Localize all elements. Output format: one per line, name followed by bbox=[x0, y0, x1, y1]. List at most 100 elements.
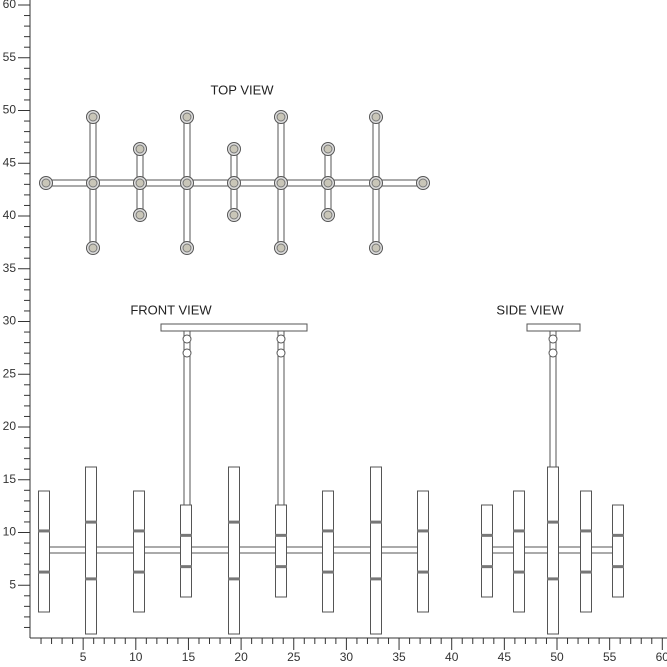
joint bbox=[180, 565, 192, 569]
tick-label: 15 bbox=[3, 472, 17, 486]
joint bbox=[38, 570, 50, 574]
cup bbox=[135, 144, 145, 154]
joint bbox=[38, 529, 50, 533]
tube bbox=[612, 504, 624, 598]
joint bbox=[612, 565, 624, 569]
joint bbox=[180, 533, 192, 537]
cup bbox=[135, 178, 145, 188]
tube bbox=[180, 504, 192, 598]
tick-label: 30 bbox=[340, 650, 354, 664]
joint bbox=[133, 570, 145, 574]
link bbox=[276, 334, 286, 344]
tick-label: 5 bbox=[9, 577, 16, 591]
tick-label: 45 bbox=[3, 155, 17, 169]
joint bbox=[370, 520, 382, 524]
tick-label: 50 bbox=[3, 103, 17, 117]
joint bbox=[481, 565, 493, 569]
joint bbox=[228, 577, 240, 581]
joint bbox=[513, 570, 525, 574]
cup bbox=[323, 144, 333, 154]
cup bbox=[88, 178, 98, 188]
joint bbox=[275, 565, 287, 569]
joint bbox=[547, 577, 559, 581]
joint bbox=[481, 533, 493, 537]
view-title: SIDE VIEW bbox=[496, 302, 564, 317]
cup bbox=[229, 178, 239, 188]
tube bbox=[275, 504, 287, 598]
tick-label: 35 bbox=[392, 650, 406, 664]
tube bbox=[513, 490, 525, 613]
link bbox=[182, 348, 192, 358]
tick-label: 5 bbox=[80, 650, 87, 664]
tick-label: 40 bbox=[445, 650, 459, 664]
cup bbox=[182, 178, 192, 188]
cup bbox=[276, 243, 286, 253]
link bbox=[182, 334, 192, 344]
link bbox=[276, 348, 286, 358]
tube bbox=[133, 490, 145, 613]
link bbox=[548, 348, 558, 358]
tick-label: 25 bbox=[287, 650, 301, 664]
cup bbox=[229, 210, 239, 220]
joint bbox=[322, 529, 334, 533]
tube bbox=[580, 490, 592, 613]
joint bbox=[547, 520, 559, 524]
tube bbox=[85, 466, 97, 635]
cup bbox=[41, 178, 51, 188]
tube bbox=[370, 466, 382, 635]
tick-label: 30 bbox=[3, 314, 17, 328]
cup bbox=[88, 243, 98, 253]
canopy bbox=[526, 323, 581, 332]
tick-label: 10 bbox=[129, 650, 143, 664]
tube bbox=[547, 466, 559, 635]
joint bbox=[133, 529, 145, 533]
tick-label: 20 bbox=[234, 650, 248, 664]
cup bbox=[323, 178, 333, 188]
joint bbox=[580, 570, 592, 574]
joint bbox=[85, 520, 97, 524]
tick-label: 60 bbox=[3, 0, 17, 11]
tube bbox=[481, 504, 493, 598]
view-title: TOP VIEW bbox=[210, 82, 274, 97]
cup bbox=[371, 243, 381, 253]
joint bbox=[417, 529, 429, 533]
tick-label: 15 bbox=[182, 650, 196, 664]
tick-label: 35 bbox=[3, 261, 17, 275]
cup bbox=[182, 243, 192, 253]
joint bbox=[228, 520, 240, 524]
joint bbox=[513, 529, 525, 533]
view-title: FRONT VIEW bbox=[130, 302, 212, 317]
tick-label: 55 bbox=[603, 650, 617, 664]
cup bbox=[229, 144, 239, 154]
joint bbox=[322, 570, 334, 574]
tick-label: 20 bbox=[3, 419, 17, 433]
cup bbox=[88, 112, 98, 122]
tube bbox=[38, 490, 50, 613]
joint bbox=[580, 529, 592, 533]
joint bbox=[612, 533, 624, 537]
tick-label: 45 bbox=[498, 650, 512, 664]
tick-label: 40 bbox=[3, 208, 17, 222]
cup bbox=[371, 178, 381, 188]
cup bbox=[323, 210, 333, 220]
link bbox=[548, 334, 558, 344]
tube bbox=[322, 490, 334, 613]
joint bbox=[417, 570, 429, 574]
tick-label: 10 bbox=[3, 525, 17, 539]
joint bbox=[275, 533, 287, 537]
cup bbox=[371, 112, 381, 122]
tick-label: 60 bbox=[656, 650, 667, 664]
cup bbox=[182, 112, 192, 122]
canopy bbox=[160, 323, 308, 332]
joint bbox=[85, 577, 97, 581]
joint bbox=[370, 577, 382, 581]
tick-label: 25 bbox=[3, 366, 17, 380]
tube bbox=[228, 466, 240, 635]
cup bbox=[418, 178, 428, 188]
tube bbox=[417, 490, 429, 613]
tick-label: 55 bbox=[3, 50, 17, 64]
cup bbox=[135, 210, 145, 220]
cup bbox=[276, 112, 286, 122]
cup bbox=[276, 178, 286, 188]
